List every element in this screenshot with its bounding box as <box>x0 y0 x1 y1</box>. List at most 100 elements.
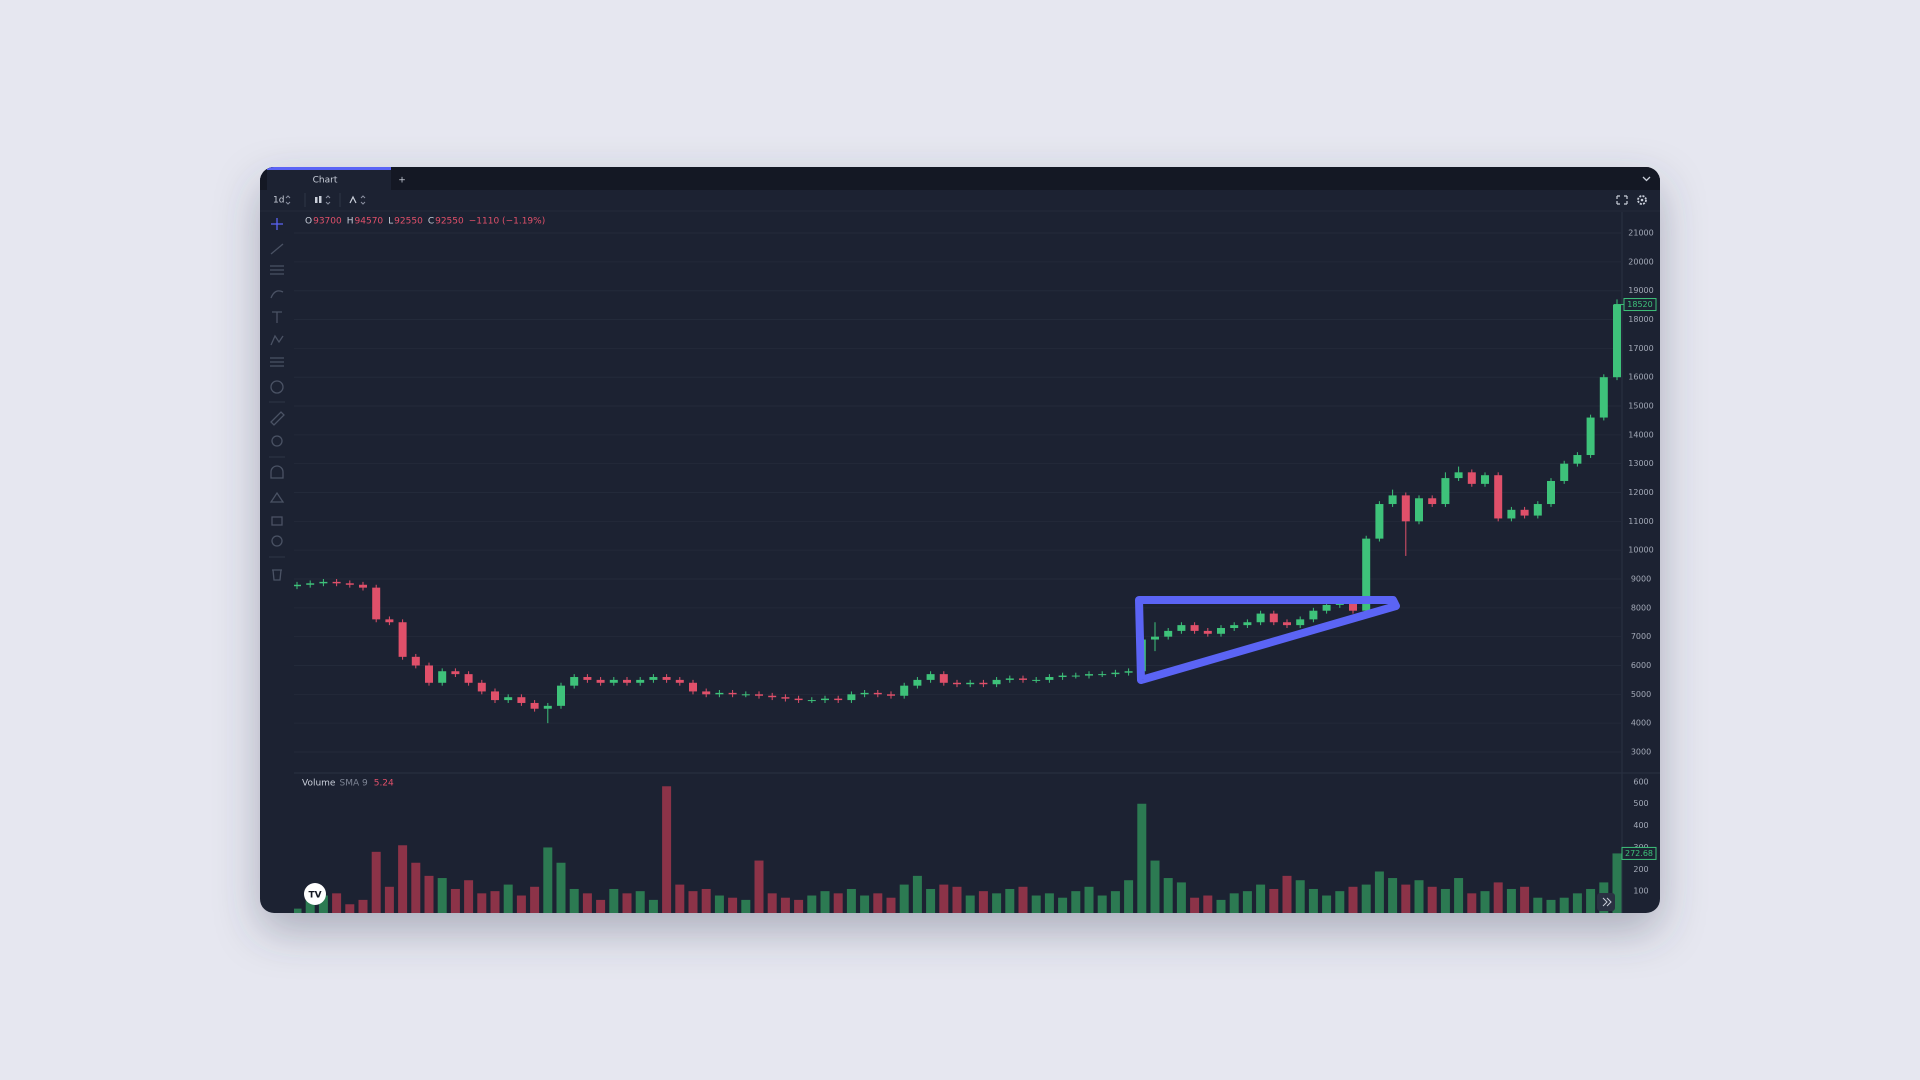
settings-button[interactable] <box>1637 195 1647 205</box>
candle-body <box>517 697 526 703</box>
volume-bar <box>1137 803 1147 913</box>
volume-bar <box>1520 886 1530 913</box>
candle-body <box>636 679 645 683</box>
volume-bar <box>807 895 817 913</box>
volume-bar <box>1335 891 1345 913</box>
candle-body <box>807 700 816 702</box>
y-tick-label: 500 <box>1633 799 1648 808</box>
volume-bar <box>1454 878 1464 913</box>
remove-tool[interactable] <box>272 569 282 581</box>
volume-bar <box>332 893 342 913</box>
y-tick-label: 200 <box>1633 865 1648 874</box>
volume-bar <box>1203 895 1213 913</box>
volume-title: Volume <box>302 779 336 789</box>
candle-body <box>1547 480 1555 505</box>
tab-label[interactable]: Chart <box>313 176 338 186</box>
candle-body <box>411 656 420 666</box>
volume-bar <box>1427 886 1437 913</box>
zoom-tool[interactable] <box>271 435 283 447</box>
pattern-tool[interactable] <box>270 334 284 346</box>
brush-tool[interactable] <box>270 290 284 299</box>
scroll-to-latest[interactable] <box>1597 893 1615 911</box>
candle-body <box>385 619 394 623</box>
measure-tool[interactable] <box>270 411 285 426</box>
y-tick-label: 14000 <box>1628 430 1653 439</box>
volume-bar <box>1559 897 1569 913</box>
last-volume-label: 272.68 <box>1625 849 1653 858</box>
magnet-tool[interactable] <box>270 465 284 479</box>
volume-bar <box>516 895 526 913</box>
volume-bar <box>384 886 394 913</box>
volume-bar <box>345 904 355 913</box>
volume-bar <box>992 893 1002 913</box>
volume-bar <box>609 888 619 913</box>
hide-tool[interactable] <box>271 535 283 547</box>
candle-body <box>1269 613 1278 623</box>
candle-body <box>1481 475 1489 484</box>
chart-type-button[interactable] <box>315 195 331 205</box>
candle-body <box>781 697 790 699</box>
text-tool[interactable] <box>272 311 282 323</box>
candle-body <box>1111 672 1120 675</box>
shapes-tool[interactable] <box>270 380 284 394</box>
volume-bar <box>1467 893 1477 913</box>
volume-bar <box>939 884 949 913</box>
volume-bar <box>860 895 870 913</box>
interval-select[interactable]: 1d <box>273 196 284 206</box>
drawing-mode-tool[interactable] <box>269 491 285 503</box>
candle-body <box>1309 610 1318 620</box>
volume-bar <box>1361 884 1371 913</box>
ohlc-value: 93700 <box>313 217 342 227</box>
candle-body <box>702 691 711 695</box>
candle-body <box>1085 674 1093 676</box>
volume-bar <box>1546 899 1556 913</box>
candle-body <box>900 685 909 696</box>
candle-body <box>887 694 895 696</box>
candle-body <box>1045 677 1054 680</box>
candle-body <box>913 679 922 686</box>
candle-body <box>1190 625 1199 631</box>
active-tab[interactable] <box>267 167 391 190</box>
candle-body <box>1599 377 1608 418</box>
lock-tool[interactable] <box>271 516 283 526</box>
y-tick-label: 3000 <box>1631 747 1651 756</box>
volume-bar <box>780 897 790 913</box>
tab-bar <box>260 167 1660 190</box>
candle-body <box>1401 495 1410 522</box>
candle-body <box>979 682 988 685</box>
candle-body <box>1560 463 1569 481</box>
volume-bar <box>662 786 672 913</box>
prediction-tool[interactable] <box>270 357 284 367</box>
candle-body <box>689 682 697 692</box>
candle-body <box>794 698 803 701</box>
candle-body <box>1494 475 1503 519</box>
candle-body <box>715 692 724 695</box>
volume-bar <box>1071 891 1081 913</box>
volume-bar <box>1308 888 1318 913</box>
crosshair-tool[interactable] <box>271 218 283 230</box>
trend-line-tool[interactable] <box>270 243 284 255</box>
candle-body <box>1507 509 1516 519</box>
candle-body <box>1124 671 1133 673</box>
fullscreen-button[interactable] <box>1616 195 1628 205</box>
volume-bar <box>596 899 606 913</box>
candle-body <box>398 622 407 657</box>
last-price-box <box>1623 298 1657 312</box>
candle-body <box>1322 604 1331 611</box>
volume-bar <box>1044 893 1054 913</box>
add-tab[interactable]: + <box>398 176 406 186</box>
triangle-drawing[interactable] <box>1135 596 1400 684</box>
candle-body <box>306 583 315 585</box>
candle-body <box>570 677 579 686</box>
candle-body <box>939 674 948 683</box>
fib-tool[interactable] <box>270 265 284 275</box>
volume-bar <box>503 884 513 913</box>
last-volume-box <box>1621 846 1657 860</box>
tabs-menu[interactable] <box>1642 176 1651 182</box>
candle-body <box>649 677 658 680</box>
y-tick-label: 15000 <box>1628 402 1653 411</box>
tradingview-logo[interactable]: TV <box>304 883 326 905</box>
legend: O 93700 H 94570 L 92550 C 92550 −1110 (−1.19%)Vo… <box>302 217 545 789</box>
plot-area <box>294 232 1622 913</box>
volume-bar <box>767 893 777 913</box>
